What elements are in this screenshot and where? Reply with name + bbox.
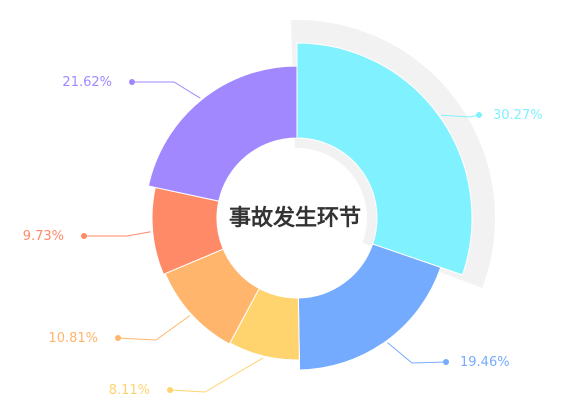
leader-dot-0 bbox=[476, 112, 482, 118]
slice-label-1: 19.46% bbox=[460, 355, 510, 370]
slice-label-2: 8.11% bbox=[109, 383, 150, 398]
center-title: 事故发生环节 bbox=[229, 205, 361, 231]
leader-line-3 bbox=[117, 315, 191, 341]
pie-slice-5[interactable] bbox=[147, 65, 298, 202]
leader-layer bbox=[81, 79, 482, 393]
leader-line-0 bbox=[441, 114, 480, 118]
leader-dot-2 bbox=[167, 387, 173, 393]
slice-label-4: 9.73% bbox=[23, 229, 64, 244]
leader-dot-5 bbox=[129, 79, 135, 85]
slice-layer bbox=[147, 42, 473, 371]
leader-dot-4 bbox=[81, 233, 87, 239]
leader-dot-1 bbox=[443, 359, 449, 365]
pie-slice-0[interactable] bbox=[296, 42, 473, 276]
leader-dot-3 bbox=[115, 335, 121, 341]
leader-line-4 bbox=[84, 231, 151, 237]
pie-slice-1[interactable] bbox=[297, 243, 442, 371]
leader-line-2 bbox=[169, 357, 264, 393]
leader-line-5 bbox=[132, 81, 201, 99]
label-layer: 30.27% 19.46% 8.11% 10.81% 9.73% 21.62% bbox=[23, 75, 543, 398]
slice-label-3: 10.81% bbox=[48, 331, 98, 346]
slice-label-5: 21.62% bbox=[62, 75, 112, 90]
slice-label-0: 30.27% bbox=[493, 108, 543, 123]
leader-line-1 bbox=[387, 342, 447, 364]
